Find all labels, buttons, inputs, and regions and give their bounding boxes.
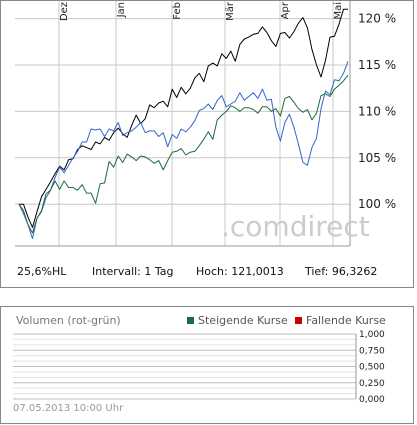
legend-rising-swatch <box>187 317 194 324</box>
timestamp: 07.05.2013 10:00 Uhr <box>13 403 124 414</box>
volume-y-tick-label-1: 0,750 <box>359 346 385 356</box>
legend-falling-swatch <box>295 317 302 324</box>
series-line-1 <box>18 61 349 240</box>
volume-y-tick-label-2: 0,500 <box>359 363 385 373</box>
price-chart: .comdirect Dez Jan Feb Mär Apr Mai 100 % 105 %… <box>15 0 396 247</box>
volume-title: Volumen (rot-grün) <box>16 314 121 327</box>
high-stat: Hoch: 121,0013 <box>196 265 284 278</box>
legend-rising-label: Steigende Kurse <box>198 314 288 327</box>
x-tick-label-4: Apr <box>280 1 291 19</box>
volume-y-tick-label-0: 1,000 <box>359 330 385 340</box>
x-tick-label-2: Feb <box>172 2 183 20</box>
x-tick-label-1: Jan <box>116 2 127 18</box>
y-tick-label-1: 105 % <box>358 151 396 165</box>
legend-falling: Fallende Kurse <box>295 314 386 327</box>
y-tick-label-0: 100 % <box>358 197 396 211</box>
hl-stat: 25,6%HL <box>17 265 67 278</box>
chart-frame <box>0 0 414 288</box>
legend-falling-label: Fallende Kurse <box>306 314 386 327</box>
series-lines <box>18 8 349 240</box>
x-tick-labels: Dez Jan Feb Mär Apr Mai <box>59 1 344 21</box>
legend-rising: Steigende Kurse <box>187 314 288 327</box>
volume-y-tick-labels: 1,000 0,750 0,500 0,250 0,000 <box>359 330 385 405</box>
y-tick-label-4: 120 % <box>358 12 396 26</box>
x-tick-label-0: Dez <box>59 2 70 21</box>
interval-stat: Intervall: 1 Tag <box>92 265 174 278</box>
series-line-2 <box>18 74 349 234</box>
y-tick-labels: 100 % 105 % 110 % 115 % 120 % <box>358 12 396 212</box>
volume-panel: 1,000 0,750 0,500 0,250 0,000 Volumen (rot-g… <box>0 306 414 424</box>
chart-grid <box>15 0 351 247</box>
volume-y-tick-label-4: 0,000 <box>359 395 385 405</box>
y-tick-label-2: 110 % <box>358 104 396 118</box>
volume-y-tick-label-3: 0,250 <box>359 379 385 389</box>
watermark: .comdirect <box>221 210 370 243</box>
volume-chart: 1,000 0,750 0,500 0,250 0,000 <box>13 330 385 405</box>
volume-grid <box>13 333 357 400</box>
y-tick-label-3: 115 % <box>358 58 396 72</box>
x-tick-label-5: Mai <box>333 2 344 20</box>
low-stat: Tief: 96,3262 <box>305 265 378 278</box>
x-tick-label-3: Mär <box>225 1 236 21</box>
